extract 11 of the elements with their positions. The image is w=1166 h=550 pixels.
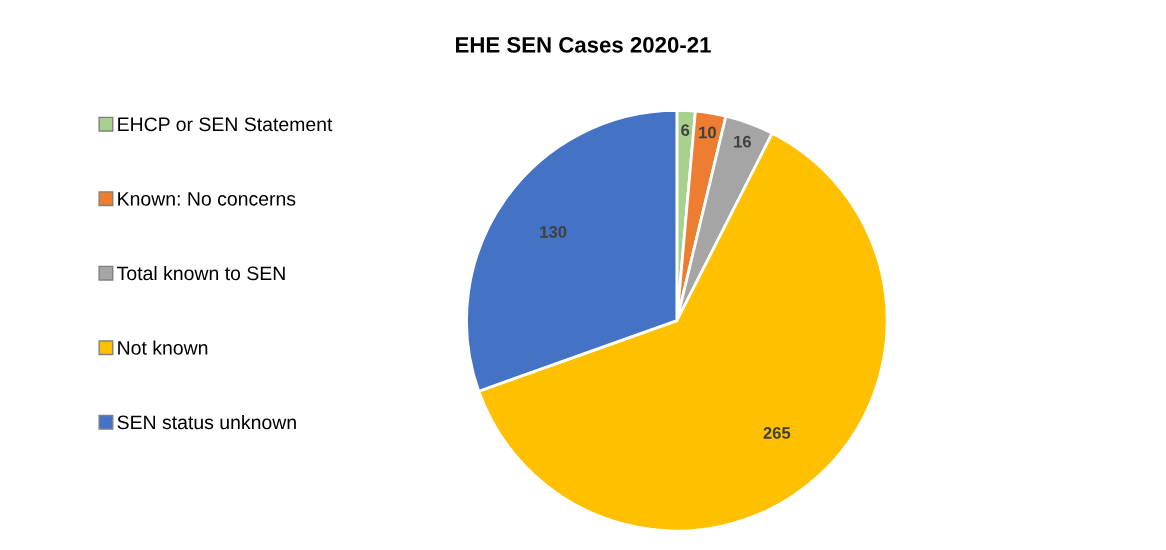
- legend-label: Total known to SEN: [117, 265, 285, 281]
- data-label: 6: [681, 124, 690, 137]
- data-label: 16: [734, 135, 751, 148]
- legend-label: SEN status unknown: [117, 414, 296, 430]
- legend-label: Known: No concerns: [118, 192, 296, 206]
- data-label: 10: [699, 126, 716, 139]
- legend-label: Not known: [118, 340, 208, 355]
- chart-title: EHE SEN Cases 2020-21: [456, 36, 711, 53]
- data-label: 265: [763, 427, 791, 439]
- data-label: 130: [540, 226, 567, 238]
- legend-label: EHCP or SEN Statement: [118, 117, 333, 132]
